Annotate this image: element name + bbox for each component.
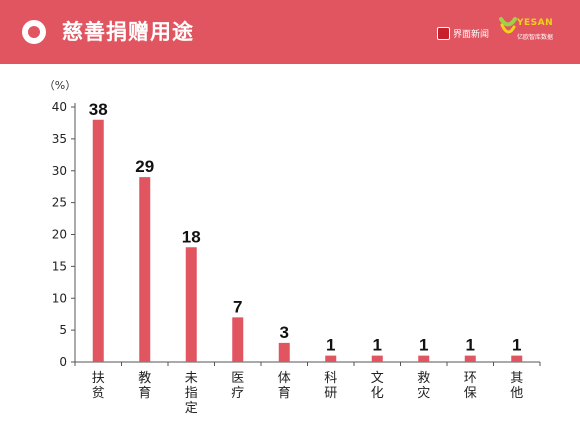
bar-value-label: 29 xyxy=(135,157,154,176)
yesan-logo-text: YESAN xyxy=(517,18,554,28)
y-tick-label: 30 xyxy=(52,164,67,178)
bar-value-label: 1 xyxy=(512,336,521,355)
category-label: 教育 xyxy=(138,370,151,401)
bar xyxy=(371,355,383,362)
y-tick-label: 20 xyxy=(52,228,67,242)
y-tick-label: 25 xyxy=(52,196,67,210)
bar-chart: （%） 0 5 10 15 20 25 30 35 40 38 扶贫 29 教育 18 未指定 7 医疗 3 体育 1 科… xyxy=(44,79,541,416)
y-tick-label: 15 xyxy=(52,259,67,273)
bar-value-label: 1 xyxy=(466,336,475,355)
category-label: 文化 xyxy=(371,371,384,401)
bar xyxy=(185,247,197,362)
category-label: 科研 xyxy=(324,371,337,401)
bar xyxy=(232,317,244,362)
yesan-logo-subtext: 亿欧智库数据 xyxy=(517,34,554,41)
yesan-logo-icon xyxy=(499,17,517,34)
y-tick-label: 40 xyxy=(52,100,67,114)
category-label: 扶贫 xyxy=(92,371,105,401)
category-label: 救灾 xyxy=(417,370,430,401)
category-label: 医疗 xyxy=(231,371,244,401)
y-axis-label: （%） xyxy=(44,79,76,92)
y-tick-label: 10 xyxy=(52,291,67,305)
bar xyxy=(464,355,476,362)
y-tick-label: 5 xyxy=(59,323,67,337)
category-label: 未指定 xyxy=(185,371,198,416)
bar-value-label: 7 xyxy=(233,297,242,316)
category-label: 其他 xyxy=(510,371,523,401)
bar xyxy=(418,355,430,362)
bar xyxy=(92,119,104,362)
bar xyxy=(325,355,337,362)
bar-value-label: 1 xyxy=(419,336,428,355)
y-tick-label: 0 xyxy=(59,355,67,369)
bar xyxy=(278,342,290,362)
bar-value-label: 38 xyxy=(89,100,108,119)
category-label: 环保 xyxy=(464,371,477,401)
bar xyxy=(139,177,151,362)
bar-value-label: 1 xyxy=(373,336,382,355)
header-bar: 慈善捐赠用途 界面新闻 YESAN 亿欧智库数据 xyxy=(0,0,580,64)
yesan-logo: YESAN 亿欧智库数据 xyxy=(499,16,569,48)
bar xyxy=(511,355,523,362)
bar-value-label: 18 xyxy=(182,227,201,246)
jiemian-logo-text: 界面新闻 xyxy=(453,29,490,40)
jiemian-logo-icon xyxy=(437,26,450,40)
category-label: 体育 xyxy=(278,371,291,401)
bar-value-label: 3 xyxy=(280,323,289,342)
bar-value-label: 1 xyxy=(326,336,335,355)
y-tick-label: 35 xyxy=(52,132,67,146)
record-circle-icon xyxy=(22,20,46,44)
page-title: 慈善捐赠用途 xyxy=(62,20,194,44)
jiemian-logo: 界面新闻 xyxy=(437,25,489,41)
